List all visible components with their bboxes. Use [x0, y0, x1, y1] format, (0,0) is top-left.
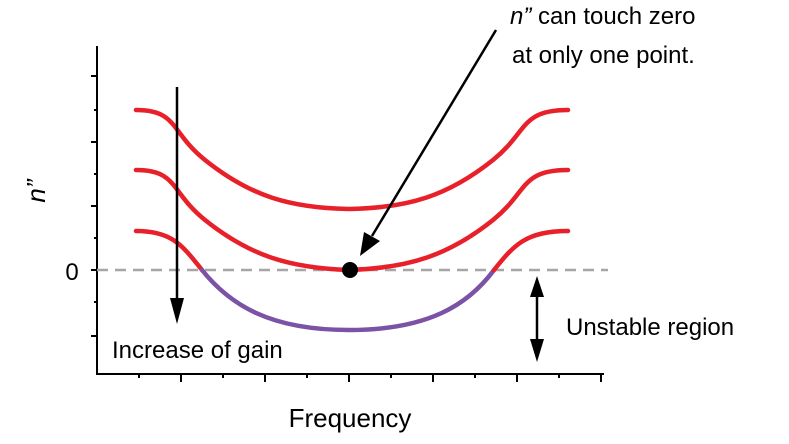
touch-zero-point [342, 262, 358, 278]
touch-zero-annotation-rest: can touch zero [531, 3, 695, 30]
gain-arrowhead [170, 298, 184, 324]
curve-high-gain-stable-right [491, 228, 571, 273]
gain-annotation: Increase of gain [112, 337, 283, 364]
zero-tick-label: 0 [65, 259, 78, 286]
y-axis-ticks [91, 75, 97, 337]
unstable-arrowhead-up [530, 276, 544, 297]
curve-critical-gain [133, 167, 571, 273]
x-axis-label: Frequency [289, 403, 412, 433]
touch-zero-arrowhead [360, 232, 380, 256]
unstable-region-annotation: Unstable region [566, 314, 734, 341]
touch-zero-annotation-line1: n” can touch zero [510, 3, 695, 30]
curve-high-gain-stable-left [133, 228, 205, 273]
touch-zero-arrow-shaft [370, 29, 498, 237]
touch-zero-annotation-line2: at only one point. [512, 42, 695, 69]
x-axis-ticks [138, 374, 602, 382]
y-axis-label: n” [21, 178, 51, 202]
curve-low-gain [133, 107, 571, 212]
curve-high-gain-unstable [199, 267, 497, 333]
touch-zero-annotation-symbol: n” [510, 3, 532, 30]
unstable-arrowhead-down [530, 339, 544, 362]
